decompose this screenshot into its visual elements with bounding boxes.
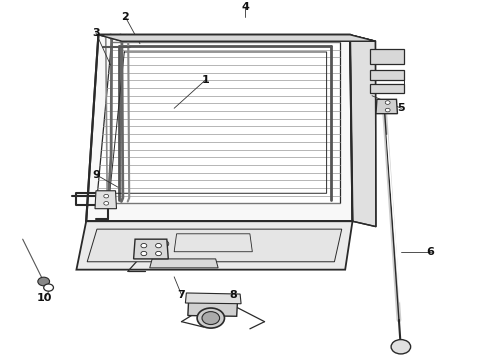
Text: 7: 7 [177,290,185,300]
Polygon shape [98,35,375,41]
Polygon shape [188,297,238,316]
Polygon shape [185,293,241,304]
Polygon shape [369,84,404,93]
Circle shape [38,277,49,286]
Polygon shape [150,259,218,268]
Circle shape [238,240,247,247]
Circle shape [197,308,224,328]
Circle shape [179,240,188,247]
Text: 1: 1 [202,75,210,85]
Text: 5: 5 [397,103,405,113]
Circle shape [196,240,205,247]
Polygon shape [174,234,252,252]
Polygon shape [96,42,340,203]
Text: 2: 2 [122,12,129,22]
Circle shape [156,251,161,256]
Circle shape [104,194,109,198]
Circle shape [156,243,161,248]
Polygon shape [369,69,404,80]
Circle shape [160,240,169,247]
Circle shape [141,251,147,256]
Text: 6: 6 [427,247,435,257]
Circle shape [104,202,109,205]
Polygon shape [95,191,117,209]
Text: 8: 8 [229,290,237,300]
Circle shape [385,101,390,104]
Text: 4: 4 [241,2,249,12]
Text: 9: 9 [92,170,100,180]
Polygon shape [134,239,168,259]
Polygon shape [86,35,352,221]
Circle shape [136,240,145,247]
Circle shape [385,108,390,112]
Polygon shape [350,35,376,227]
Polygon shape [369,49,404,64]
Polygon shape [376,99,397,114]
Text: 3: 3 [92,28,100,38]
Circle shape [141,243,147,248]
Polygon shape [76,221,352,270]
Circle shape [202,312,220,324]
Circle shape [219,240,227,247]
Circle shape [44,284,53,291]
Circle shape [391,339,411,354]
Text: 10: 10 [37,293,52,303]
Polygon shape [87,229,342,262]
